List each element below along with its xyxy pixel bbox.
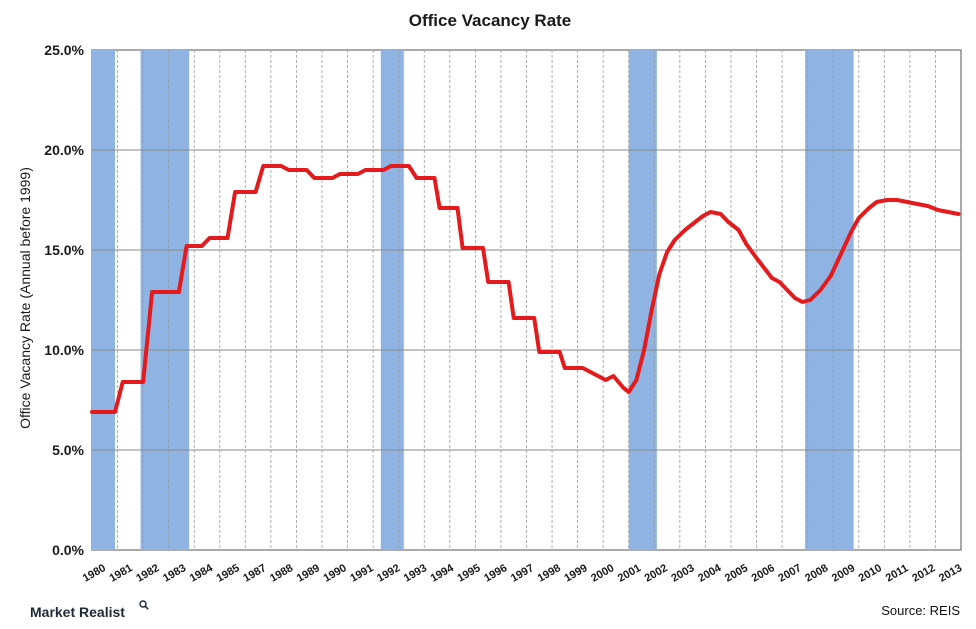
y-tick-label: 10.0% [44, 342, 84, 358]
x-tick-label: 1999 [562, 562, 589, 585]
x-tick-label: 1997 [509, 562, 536, 585]
x-tick-label: 2003 [669, 562, 696, 585]
y-tick-label: 25.0% [44, 42, 84, 58]
x-tick-label: 1988 [268, 562, 295, 585]
y-tick-label: 15.0% [44, 242, 84, 258]
chart-title: Office Vacancy Rate [409, 11, 572, 30]
x-tick-label: 1984 [188, 562, 216, 585]
x-tick-label: 2001 [616, 562, 643, 585]
x-tick-label: 1998 [536, 562, 563, 585]
x-axis-ticks: 1980 1981 1982 1983 1984 1985 1987 1988 1989 1990… [81, 562, 964, 585]
x-tick-label: 1983 [161, 562, 188, 585]
series-layer [90, 164, 961, 414]
x-tick-label: 2005 [723, 562, 750, 585]
y-tick-label: 20.0% [44, 142, 84, 158]
x-tick-label: 1990 [322, 562, 349, 585]
gridlines [92, 50, 961, 550]
x-tick-label: 2011 [884, 562, 911, 584]
x-tick-label: 1991 [348, 562, 375, 585]
x-tick-label: 2006 [750, 562, 777, 585]
x-tick-label: 1981 [107, 562, 134, 585]
x-tick-label: 2009 [830, 562, 857, 585]
x-tick-label: 2000 [589, 562, 616, 585]
x-tick-label: 1993 [402, 562, 429, 585]
x-tick-label: 2010 [857, 562, 884, 585]
x-tick-label: 2008 [803, 562, 830, 585]
x-tick-label: 2012 [910, 562, 937, 585]
x-tick-label: 1982 [134, 562, 161, 585]
recession-band [380, 50, 404, 550]
recession-band [140, 50, 190, 550]
y-tick-label: 0.0% [52, 542, 84, 558]
vacancy-rate-line [90, 164, 961, 414]
y-axis-ticks: 0.0% 5.0% 10.0% 15.0% 20.0% 25.0% [44, 42, 84, 558]
magnifier-icon [139, 600, 149, 610]
y-tick-label: 5.0% [52, 442, 84, 458]
x-tick-label: 1995 [455, 562, 482, 585]
x-tick-label: 2013 [937, 562, 964, 585]
x-tick-label: 2002 [643, 562, 670, 585]
brand-logo-text: Market Realist [30, 604, 125, 620]
x-tick-label: 2004 [696, 562, 724, 585]
x-tick-label: 1985 [215, 562, 242, 585]
x-tick-label: 1996 [482, 562, 509, 585]
x-tick-label: 1994 [429, 562, 457, 585]
x-tick-label: 1987 [241, 562, 268, 585]
x-tick-label: 1992 [375, 562, 402, 585]
x-tick-label: 2007 [776, 562, 803, 585]
x-tick-label: 1989 [295, 562, 322, 585]
recession-band [805, 50, 854, 550]
recession-bands [92, 50, 854, 550]
y-axis-label: Office Vacancy Rate (Annual before 1999) [17, 167, 33, 429]
x-tick-label: 1980 [81, 562, 108, 585]
source-note: Source: REIS [881, 603, 960, 618]
recession-band [92, 50, 116, 550]
